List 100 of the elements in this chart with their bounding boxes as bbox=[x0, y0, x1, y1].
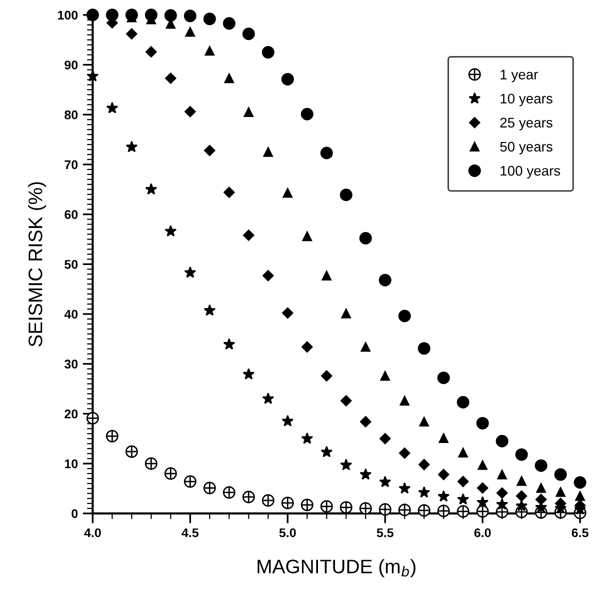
point bbox=[458, 448, 468, 458]
point bbox=[360, 468, 372, 480]
point bbox=[126, 140, 138, 152]
point bbox=[204, 144, 216, 156]
y-tick-label: 20 bbox=[64, 410, 78, 418]
point bbox=[536, 483, 546, 493]
point bbox=[418, 458, 430, 470]
point bbox=[418, 342, 430, 355]
point bbox=[320, 146, 333, 160]
x-tick-label: 5.0 bbox=[279, 528, 296, 538]
x-tick-label: 5.5 bbox=[376, 528, 394, 538]
y-tick-label: 10 bbox=[64, 459, 78, 468]
point bbox=[164, 225, 177, 236]
point bbox=[340, 188, 352, 202]
point bbox=[106, 430, 118, 442]
point bbox=[185, 27, 196, 37]
point bbox=[457, 493, 470, 505]
point bbox=[456, 396, 470, 409]
point bbox=[262, 270, 274, 282]
point bbox=[204, 46, 215, 56]
point bbox=[556, 487, 566, 497]
point bbox=[224, 186, 235, 198]
point bbox=[144, 457, 158, 470]
point bbox=[145, 183, 158, 195]
point bbox=[515, 448, 528, 461]
point bbox=[398, 482, 411, 494]
point bbox=[322, 270, 332, 280]
point bbox=[244, 107, 254, 117]
point bbox=[534, 459, 548, 472]
point bbox=[496, 434, 508, 448]
point bbox=[282, 188, 292, 198]
point bbox=[378, 274, 392, 286]
point bbox=[400, 396, 410, 406]
point bbox=[184, 266, 196, 278]
point bbox=[126, 28, 138, 40]
point bbox=[554, 468, 567, 481]
point bbox=[438, 468, 450, 480]
point bbox=[184, 106, 196, 118]
point bbox=[516, 490, 528, 502]
point bbox=[320, 446, 333, 458]
point bbox=[438, 490, 450, 502]
point bbox=[359, 232, 372, 244]
point bbox=[242, 368, 255, 380]
point bbox=[300, 108, 314, 120]
point bbox=[146, 46, 157, 58]
legend-label: 100 years bbox=[500, 166, 560, 178]
point bbox=[282, 307, 294, 319]
point bbox=[437, 372, 450, 384]
point bbox=[575, 491, 585, 501]
x-axis-title: MAGNITUDE (m$_{b}$) bbox=[258, 559, 416, 578]
point bbox=[144, 8, 158, 22]
point bbox=[399, 447, 410, 459]
point bbox=[164, 9, 177, 22]
point bbox=[222, 17, 236, 30]
y-axis-title: SEISMIC RISK (%) bbox=[28, 182, 46, 346]
point bbox=[379, 476, 392, 488]
point bbox=[380, 433, 391, 444]
y-tick-label: 50 bbox=[64, 260, 78, 269]
point bbox=[380, 370, 390, 381]
point bbox=[204, 304, 216, 316]
point bbox=[203, 12, 216, 26]
legend-label: 10 years bbox=[500, 94, 552, 106]
point bbox=[496, 487, 508, 499]
point bbox=[419, 416, 429, 427]
point bbox=[184, 10, 196, 22]
point bbox=[456, 505, 470, 518]
point bbox=[223, 338, 236, 350]
point bbox=[340, 395, 352, 406]
point bbox=[321, 370, 332, 382]
point bbox=[165, 72, 176, 84]
legend-label: 50 years bbox=[500, 142, 552, 154]
point bbox=[302, 231, 312, 242]
point bbox=[106, 102, 118, 114]
x-tick-label: 6.5 bbox=[572, 528, 588, 538]
y-tick-label: 0 bbox=[72, 509, 78, 518]
point bbox=[262, 46, 274, 59]
point bbox=[496, 498, 508, 510]
point bbox=[360, 342, 370, 352]
point bbox=[86, 412, 99, 424]
point bbox=[418, 486, 430, 498]
point bbox=[263, 147, 274, 157]
point bbox=[476, 496, 489, 508]
point bbox=[106, 8, 118, 22]
legend-label: 25 years bbox=[500, 118, 552, 130]
point bbox=[438, 433, 448, 444]
point bbox=[281, 72, 294, 86]
point bbox=[457, 476, 469, 488]
point bbox=[497, 470, 507, 480]
point bbox=[243, 230, 254, 241]
point bbox=[301, 432, 314, 444]
y-tick-label: 30 bbox=[64, 360, 78, 369]
y-tick-label: 60 bbox=[64, 210, 78, 219]
legend-label: 1 year bbox=[500, 70, 538, 82]
point bbox=[164, 467, 177, 480]
point bbox=[476, 416, 489, 430]
point bbox=[516, 500, 528, 512]
x-tick-label: 6.0 bbox=[474, 528, 491, 538]
point bbox=[282, 414, 294, 426]
point bbox=[478, 460, 488, 470]
point bbox=[262, 392, 274, 404]
